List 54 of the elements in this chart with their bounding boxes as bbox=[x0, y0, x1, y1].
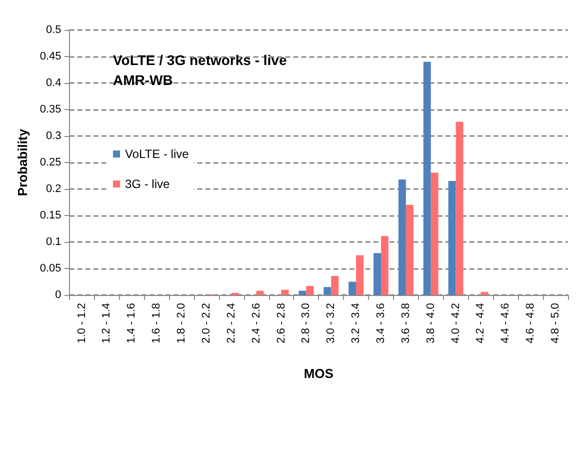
y-tick-label: 0.2 bbox=[46, 183, 62, 195]
x-tick-label: 2.6 - 2.8 bbox=[275, 303, 288, 344]
x-tick-label: 2.2 - 2.4 bbox=[225, 303, 238, 344]
x-tick-label: 4.2 - 4.4 bbox=[474, 303, 487, 344]
bar bbox=[423, 62, 431, 295]
y-tick-label: 0.25 bbox=[40, 156, 62, 168]
x-tick-label: 1.8 - 2.0 bbox=[176, 303, 188, 344]
x-tick-label: 2.0 - 2.2 bbox=[200, 303, 212, 344]
x-tick-label: 3.2 - 3.4 bbox=[350, 303, 362, 344]
bar bbox=[324, 287, 332, 295]
text: AMR-WB bbox=[113, 72, 173, 88]
y-tick-label: 0.4 bbox=[46, 77, 62, 89]
y-tick-label: 0.3 bbox=[46, 130, 62, 142]
x-tick-label: 4.0 - 4.2 bbox=[450, 303, 462, 344]
x-axis-title: MOS bbox=[304, 366, 334, 381]
bar bbox=[348, 282, 356, 295]
text: VoLTE / 3G networks - live bbox=[113, 52, 287, 68]
bar bbox=[398, 179, 406, 295]
x-tick-label: 3.6 - 3.8 bbox=[400, 303, 412, 344]
x-tick-label: 2.8 - 3.0 bbox=[300, 303, 312, 344]
bar bbox=[448, 181, 456, 295]
x-tick-label: 3.0 - 3.2 bbox=[325, 303, 338, 344]
y-tick-label: 0.1 bbox=[46, 236, 62, 248]
y-tick-label: 0.5 bbox=[46, 24, 62, 36]
bar bbox=[380, 236, 388, 295]
bar bbox=[374, 253, 381, 295]
legend-label: 3G - live bbox=[125, 177, 170, 191]
bar bbox=[480, 292, 488, 295]
x-tick-label: 1.2 - 1.4 bbox=[100, 303, 113, 344]
y-tick-label: 0.05 bbox=[40, 262, 62, 274]
bar bbox=[331, 276, 339, 295]
x-tick-label: 2.4 - 2.6 bbox=[250, 303, 262, 344]
x-tick-label: 3.4 - 3.6 bbox=[374, 303, 387, 344]
bar bbox=[306, 286, 314, 295]
bar bbox=[298, 290, 306, 295]
bar bbox=[406, 204, 414, 295]
bar bbox=[356, 255, 364, 295]
y-axis-title: Probability bbox=[15, 128, 30, 196]
y-tick-label: 0.15 bbox=[40, 210, 62, 222]
bar bbox=[430, 172, 438, 295]
y-tick-label: 0.45 bbox=[40, 50, 62, 62]
y-tick-label: 0 bbox=[55, 289, 62, 301]
bar bbox=[256, 290, 264, 295]
bar bbox=[281, 290, 289, 295]
x-tick-label: 1.0 - 1.2 bbox=[76, 303, 88, 344]
x-tick-label: 1.4 - 1.6 bbox=[126, 303, 138, 344]
legend-label: VoLTE - live bbox=[125, 147, 190, 161]
y-tick-label: 0.35 bbox=[40, 104, 62, 116]
x-tick-label: 1.6 - 1.8 bbox=[150, 303, 163, 344]
x-tick-label: 4.6 - 4.8 bbox=[524, 303, 537, 344]
x-tick-label: 4.8 - 5.0 bbox=[550, 303, 562, 344]
x-tick-label: 4.4 - 4.6 bbox=[500, 303, 512, 344]
x-tick-label: 3.8 - 4.0 bbox=[424, 303, 437, 344]
bar bbox=[456, 122, 464, 295]
